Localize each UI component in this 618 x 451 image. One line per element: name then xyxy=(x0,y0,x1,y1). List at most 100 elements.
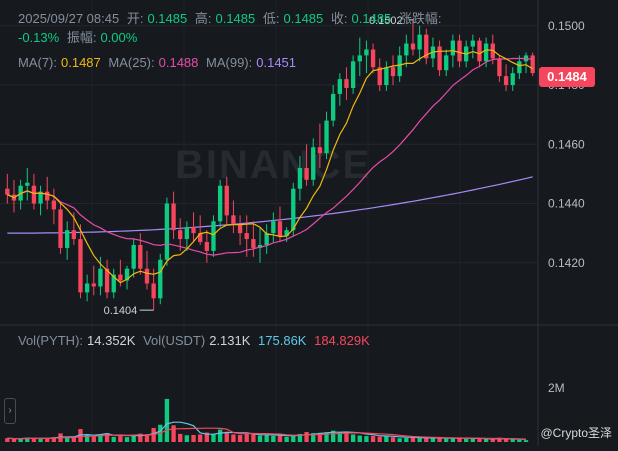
volume-bar xyxy=(397,438,402,442)
volume-bar xyxy=(410,437,416,442)
candle-body xyxy=(517,61,522,74)
candle-body xyxy=(417,34,422,50)
volume-bar xyxy=(437,437,442,442)
vol-usdt-value: 2.131K xyxy=(209,333,251,348)
close-label: 收: xyxy=(330,11,348,26)
volume-bar xyxy=(231,434,236,442)
candle-body xyxy=(530,55,535,74)
candle-body xyxy=(244,233,249,240)
candle-body xyxy=(503,76,509,86)
volume-bar xyxy=(370,435,376,442)
current-price-tag: 0.1484 xyxy=(539,67,595,87)
chevron-right-icon[interactable]: › xyxy=(4,398,16,424)
volume-bar xyxy=(144,434,150,442)
high-value: 0.1485 xyxy=(215,11,256,26)
volume-bar xyxy=(124,437,130,442)
candle-body xyxy=(5,188,10,195)
candle-body xyxy=(78,239,83,293)
candle-body xyxy=(483,43,489,62)
volume-bar xyxy=(483,438,489,442)
volume-bar xyxy=(450,438,456,442)
header-datetime: 2025/09/27 08:45 xyxy=(18,11,120,26)
vol-ma1-value: 175.86K xyxy=(258,333,307,348)
candle-body xyxy=(444,55,449,71)
volume-bar xyxy=(18,438,23,442)
volume-bar xyxy=(138,433,143,442)
candle-body xyxy=(450,40,456,56)
volume-bar xyxy=(284,436,289,442)
candle-body xyxy=(311,147,316,180)
candle-body xyxy=(304,167,309,180)
candle-body xyxy=(131,244,136,269)
candle-body xyxy=(457,40,462,62)
volume-bar xyxy=(31,437,37,442)
open-label: 开: xyxy=(126,11,144,26)
volume-bar xyxy=(490,439,495,442)
candle-body xyxy=(477,40,482,62)
candle-body xyxy=(424,34,429,59)
ma99-line xyxy=(7,176,533,234)
volume-bar xyxy=(131,434,136,442)
volume-bar xyxy=(331,430,336,442)
candle-body xyxy=(224,185,229,216)
low-annotation: 0.1404 xyxy=(104,305,138,317)
amplitude-value: 0.00% xyxy=(100,30,138,45)
candle-body xyxy=(251,239,256,248)
candle-body xyxy=(291,188,296,231)
volume-bar xyxy=(244,433,249,442)
volume-bar xyxy=(84,434,90,442)
candle-body xyxy=(264,233,269,245)
candle-body xyxy=(211,221,216,251)
volume-bar xyxy=(171,425,176,442)
change-value: -0.13% xyxy=(18,30,60,45)
vol-ma2-value: 184.829K xyxy=(314,333,370,348)
candle-body xyxy=(191,227,196,234)
price-tick-label: 0.1500 xyxy=(548,19,585,33)
volume-bar xyxy=(357,435,362,442)
candle-body xyxy=(124,268,130,281)
candle-body xyxy=(350,61,356,88)
ma99-value: 0.1451 xyxy=(256,55,297,70)
vol-pyth-value: 14.352K xyxy=(87,333,136,348)
candle-body xyxy=(138,244,143,269)
high-label: 高: xyxy=(194,11,212,26)
volume-bar xyxy=(217,429,223,442)
candle-body xyxy=(178,230,183,240)
volume-tick-label: 2M xyxy=(548,381,565,395)
volume-bar xyxy=(71,437,76,442)
candle-body xyxy=(384,67,389,86)
open-value: 0.1485 xyxy=(147,11,188,26)
price-tick-label: 0.1420 xyxy=(548,256,585,270)
candle-body xyxy=(297,167,303,189)
volume-legend: Vol(PYTH): 14.352K Vol(USDT) 2.131K 175.86… xyxy=(18,333,374,348)
candle-body xyxy=(158,259,163,299)
volume-bar xyxy=(497,437,502,442)
candle-body xyxy=(317,147,323,154)
ma7-value: 0.1487 xyxy=(61,55,101,70)
candle-body xyxy=(397,55,402,77)
volume-bar xyxy=(517,439,522,442)
candle-body xyxy=(357,55,362,62)
volume-bar xyxy=(377,436,382,442)
volume-bar xyxy=(91,436,96,442)
amplitude-label: 振幅: xyxy=(66,30,97,45)
candle-body xyxy=(404,43,409,56)
volume-bar xyxy=(38,438,43,442)
volume-bar xyxy=(297,433,303,442)
candle-body xyxy=(204,242,209,251)
candle-body xyxy=(364,49,369,56)
volume-bar xyxy=(364,436,369,442)
volume-bar xyxy=(384,436,389,442)
price-tick-label: 0.1440 xyxy=(548,197,585,211)
candle-body xyxy=(497,58,502,77)
candle-body xyxy=(337,79,342,94)
candle-body xyxy=(184,227,190,240)
volume-bar xyxy=(45,438,50,442)
volume-bar xyxy=(477,439,482,442)
candle-body xyxy=(271,221,276,234)
candle-body xyxy=(331,93,336,121)
low-value: 0.1485 xyxy=(283,11,324,26)
candle-body xyxy=(324,120,329,154)
